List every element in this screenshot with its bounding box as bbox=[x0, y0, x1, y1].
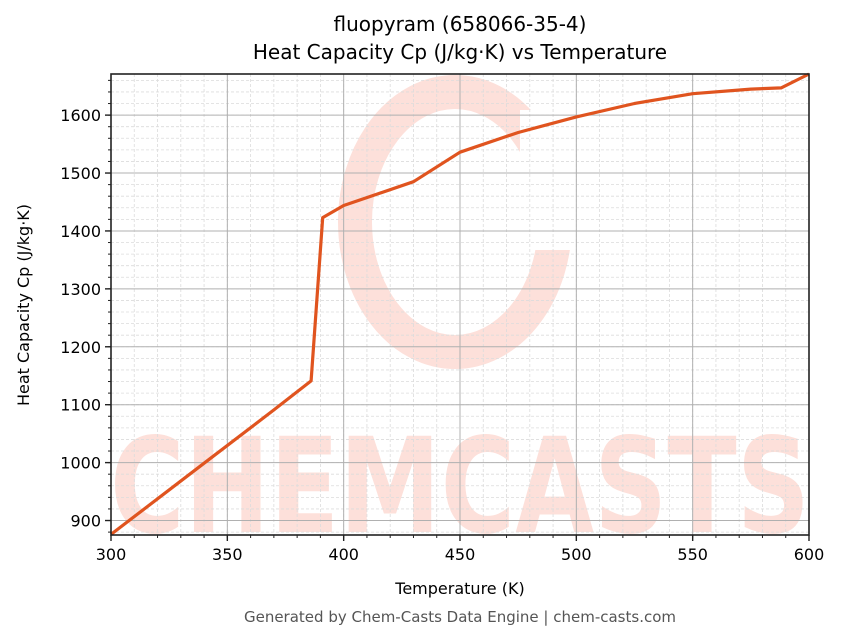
y-tick-label: 1400 bbox=[60, 222, 101, 241]
y-axis-ticks: 900 1000 1100 1200 1300 1400 1500 1600 bbox=[60, 79, 111, 533]
footer-credit: Generated by Chem-Casts Data Engine | ch… bbox=[243, 608, 677, 626]
x-tick-label: 400 bbox=[328, 545, 359, 564]
x-axis-ticks: 300 350 400 450 500 550 600 bbox=[96, 535, 825, 564]
x-axis-label: Temperature (K) bbox=[394, 579, 524, 598]
data-series-line bbox=[110, 72, 810, 536]
y-tick-label: 1200 bbox=[60, 338, 101, 357]
y-tick-label: 1500 bbox=[60, 164, 101, 183]
chart-title-line1: fluopyram (658066-35-4) bbox=[333, 12, 587, 36]
chart-title-line2: Heat Capacity Cp (J/kg·K) vs Temperature bbox=[252, 40, 668, 64]
y-tick-label: 1000 bbox=[60, 454, 101, 473]
y-tick-label: 900 bbox=[70, 512, 101, 531]
y-tick-label: 1300 bbox=[60, 280, 101, 299]
x-tick-label: 450 bbox=[445, 545, 476, 564]
y-tick-label: 1100 bbox=[60, 396, 101, 415]
y-axis-label: Heat Capacity Cp (J/kg·K) bbox=[14, 204, 33, 406]
x-tick-label: 300 bbox=[96, 545, 127, 564]
x-tick-label: 500 bbox=[561, 545, 592, 564]
y-tick-label: 1600 bbox=[60, 106, 101, 125]
x-tick-label: 600 bbox=[794, 545, 825, 564]
x-tick-label: 350 bbox=[212, 545, 243, 564]
x-tick-label: 550 bbox=[677, 545, 708, 564]
